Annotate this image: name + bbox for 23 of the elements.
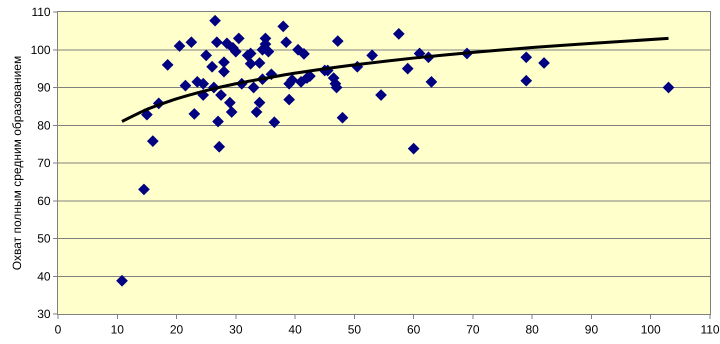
x-tick-label: 80 — [526, 322, 540, 336]
x-tick-label: 50 — [348, 322, 362, 336]
x-tick-label: 20 — [170, 322, 184, 336]
x-tick-label: 60 — [406, 322, 421, 336]
y-tick-label: 90 — [37, 80, 51, 95]
y-tick-label: 30 — [37, 307, 51, 322]
x-tick-label: 100 — [640, 322, 662, 336]
y-tick-label: 40 — [37, 269, 51, 284]
x-tick-label: 10 — [110, 322, 124, 336]
line-series — [120, 36, 670, 123]
x-tick-label: 40 — [288, 322, 302, 336]
y-tick-label: 110 — [31, 5, 51, 20]
y-tick-label: 100 — [30, 42, 51, 57]
x-tick-label: 30 — [229, 322, 243, 336]
y-tick-label: 80 — [37, 118, 51, 132]
x-tick-label: 70 — [466, 322, 480, 336]
y-axis-title: Охват полным средним образованием — [10, 56, 24, 270]
x-tick-label: 110 — [700, 322, 720, 336]
x-tick-label: 90 — [584, 322, 598, 336]
y-tick-label: 50 — [37, 232, 51, 246]
x-tick-label: 0 — [54, 322, 62, 336]
y-tick-label: 70 — [37, 156, 51, 170]
y-tick-label: 60 — [37, 194, 51, 208]
